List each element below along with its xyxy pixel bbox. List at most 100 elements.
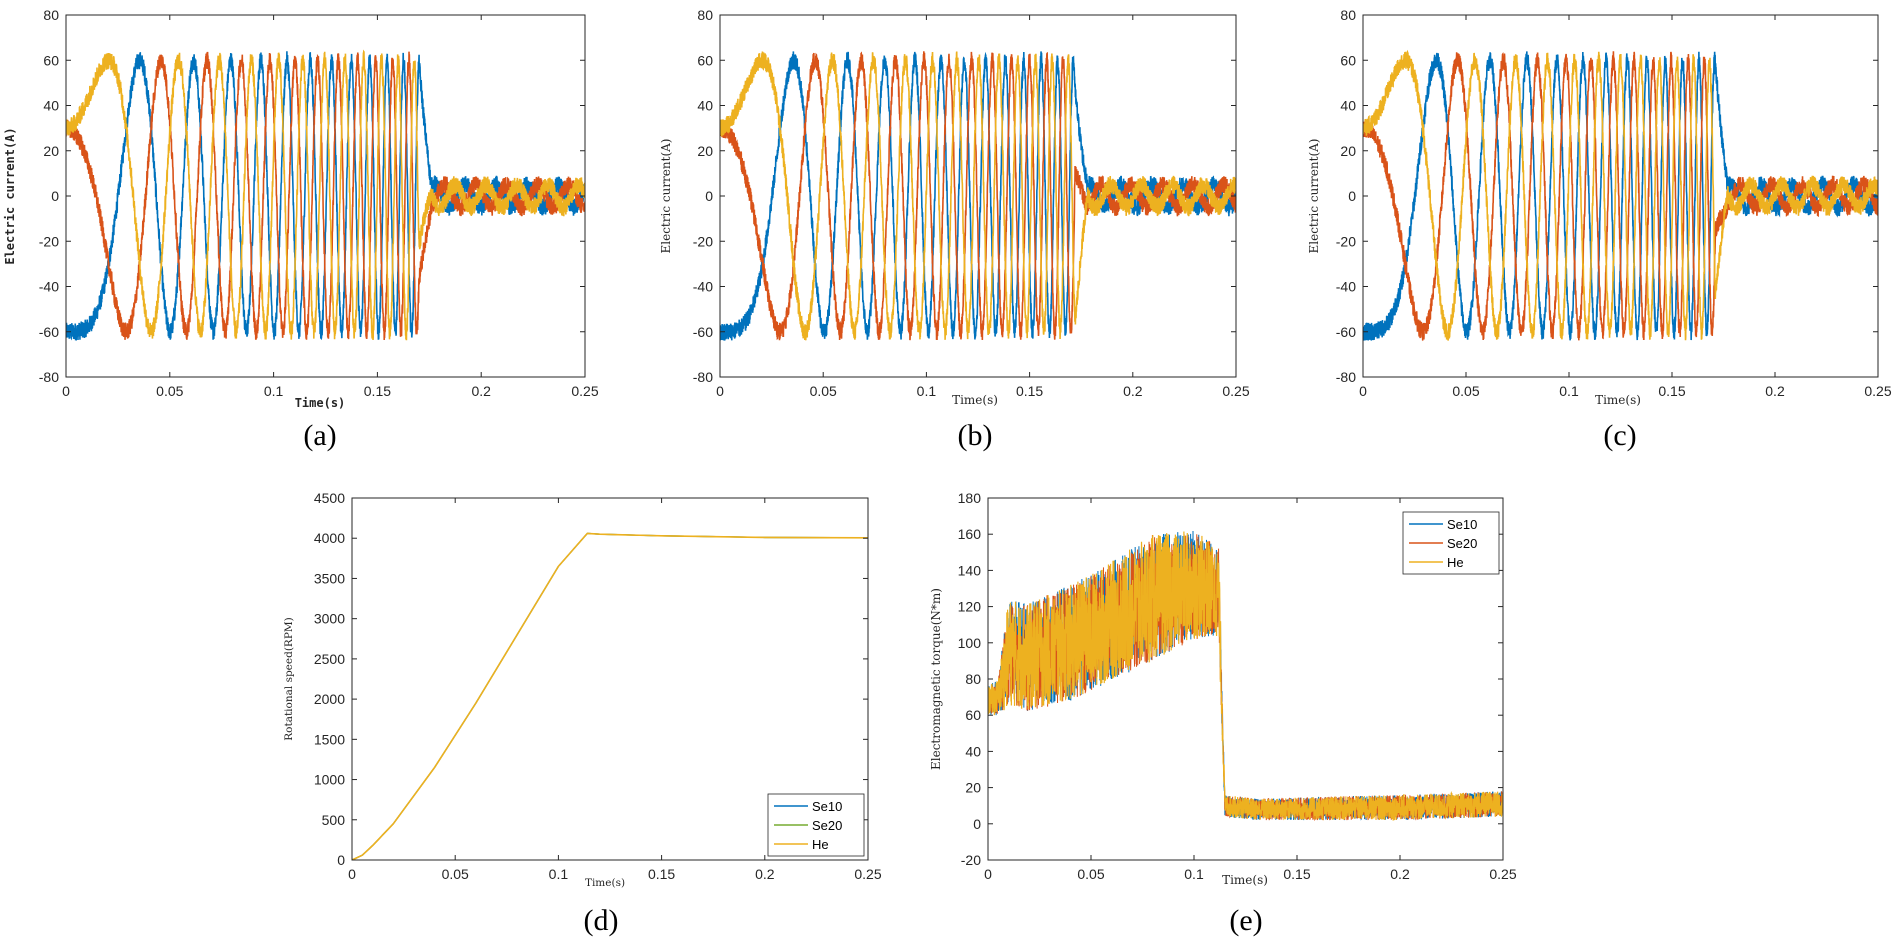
y-tick-label: 40 (43, 98, 59, 114)
y-tick-label: 0 (705, 188, 713, 204)
y-tick-label: 4000 (314, 530, 345, 546)
y-tick-label: -40 (1336, 279, 1356, 295)
y-tick-label: 20 (1340, 143, 1356, 159)
panel-caption: (b) (958, 419, 993, 452)
y-tick-label: 0 (973, 816, 981, 832)
legend-label-se10: Se10 (1447, 517, 1477, 532)
y-tick-label: -20 (961, 852, 981, 868)
x-tick-label: 0.15 (1016, 383, 1043, 399)
y-tick-label: 1000 (314, 772, 345, 788)
y-tick-label: 120 (958, 599, 982, 615)
x-tick-label: 0.2 (471, 383, 491, 399)
x-tick-label: 0.15 (364, 383, 391, 399)
y-tick-label: 1500 (314, 731, 345, 747)
y-tick-label: 4500 (314, 490, 345, 506)
y-tick-label: 20 (965, 780, 981, 796)
legend-label-he: He (812, 837, 829, 852)
y-tick-label: 60 (43, 52, 59, 68)
y-tick-label: -40 (693, 279, 713, 295)
x-tick-label: 0.1 (264, 383, 284, 399)
y-tick-label: 3500 (314, 570, 345, 586)
x-tick-label: 0 (348, 866, 356, 882)
x-tick-label: 0.2 (1390, 866, 1410, 882)
x-axis-label: Time(s) (1222, 873, 1268, 887)
plot-area (1363, 49, 1878, 342)
y-tick-label: 0 (1348, 188, 1356, 204)
x-tick-label: 0 (984, 866, 992, 882)
x-tick-label: 0.1 (549, 866, 569, 882)
chart-d: 0 0.05 0.1 0.15 0.2 0.25 0 500 1000 1500 2000 2500 3… (283, 490, 882, 937)
x-axis-label: Time(s) (952, 393, 998, 407)
series-he (988, 531, 1503, 821)
x-tick-label: 0.05 (156, 383, 183, 399)
x-tick-label: 0.15 (1658, 383, 1685, 399)
y-tick-label: 40 (965, 743, 981, 759)
x-tick-label: 0.25 (1864, 383, 1891, 399)
y-axis-label: Rotational speed(RPM) (283, 617, 295, 741)
series-he (352, 532, 868, 860)
x-tick-label: 0.2 (1123, 383, 1143, 399)
y-tick-label: 80 (1340, 7, 1356, 23)
y-axis-label: Electric current(A) (659, 139, 673, 254)
y-tick-label: -60 (1336, 324, 1356, 340)
x-tick-label: 0.05 (442, 866, 469, 882)
x-tick-label: 0.1 (1559, 383, 1579, 399)
legend-label-he: He (1447, 555, 1464, 570)
panel-caption: (d) (584, 904, 619, 937)
y-tick-label: 3000 (314, 611, 345, 627)
x-tick-label: 0 (1359, 383, 1367, 399)
x-tick-label: 0.25 (571, 383, 598, 399)
y-tick-label: -40 (39, 279, 59, 295)
series-phase-c (1363, 49, 1878, 341)
y-tick-label: -20 (39, 233, 59, 249)
y-tick-label: 2500 (314, 651, 345, 667)
y-tick-label: 20 (697, 143, 713, 159)
y-tick-label: 80 (43, 7, 59, 23)
x-tick-label: 0.2 (755, 866, 775, 882)
y-tick-label: 0 (51, 188, 59, 204)
legend: Se10 Se20 He (767, 793, 865, 857)
x-tick-label: 0 (716, 383, 724, 399)
series-phase-c (720, 51, 1236, 341)
y-tick-label: 500 (322, 812, 346, 828)
x-axis-label: Time(s) (585, 877, 625, 889)
y-tick-label: -60 (693, 324, 713, 340)
y-tick-label: 180 (958, 490, 982, 506)
y-tick-label: -80 (39, 369, 59, 385)
chart-a: 0 0.05 0.1 0.15 0.2 0.25 -80 -60 -40 -20 0 20 40 60 80… (3, 7, 599, 452)
x-tick-label: 0.1 (1184, 866, 1204, 882)
x-tick-label: 0.15 (1283, 866, 1310, 882)
axes-box (351, 497, 869, 861)
y-axis-label: Electric current(A) (3, 127, 17, 264)
chart-b: 0 0.05 0.1 0.15 0.2 0.25 -80 -60 -40 -20 0 20 40 60 80… (659, 7, 1250, 452)
y-tick-label: -60 (39, 324, 59, 340)
y-tick-label: 40 (697, 98, 713, 114)
chart-e: 0 0.05 0.1 0.15 0.2 0.25-20020406080100120140… (929, 490, 1517, 937)
y-tick-label: 100 (958, 635, 982, 651)
x-tick-label: 0.1 (917, 383, 937, 399)
legend-label-se20: Se20 (1447, 536, 1477, 551)
x-tick-label: 0.25 (1222, 383, 1249, 399)
plot-area (66, 49, 585, 341)
y-tick-label: 80 (697, 7, 713, 23)
x-tick-label: 0.15 (648, 866, 675, 882)
y-tick-label: 2000 (314, 691, 345, 707)
chart-c: 0 0.05 0.1 0.15 0.2 0.25 -80 -60 -40 -20 0 20 40 60 80… (1307, 7, 1892, 452)
y-tick-label: -20 (693, 233, 713, 249)
y-tick-label: 60 (1340, 52, 1356, 68)
x-axis-label: Time(s) (295, 396, 346, 410)
panel-caption: (c) (1603, 419, 1636, 452)
x-tick-label: 0.2 (1765, 383, 1785, 399)
y-tick-label: -80 (1336, 369, 1356, 385)
x-axis-label: Time(s) (1595, 393, 1641, 407)
plot-area (352, 532, 868, 860)
y-axis-label: Electric current(A) (1307, 139, 1321, 254)
panel-caption: (a) (303, 419, 336, 452)
x-tick-label: 0.05 (1452, 383, 1479, 399)
x-tick-label: 0.05 (810, 383, 837, 399)
series-phase-c (66, 49, 585, 341)
x-tick-label: 0.25 (1489, 866, 1516, 882)
legend-label-se10: Se10 (812, 799, 842, 814)
y-tick-label: 40 (1340, 98, 1356, 114)
